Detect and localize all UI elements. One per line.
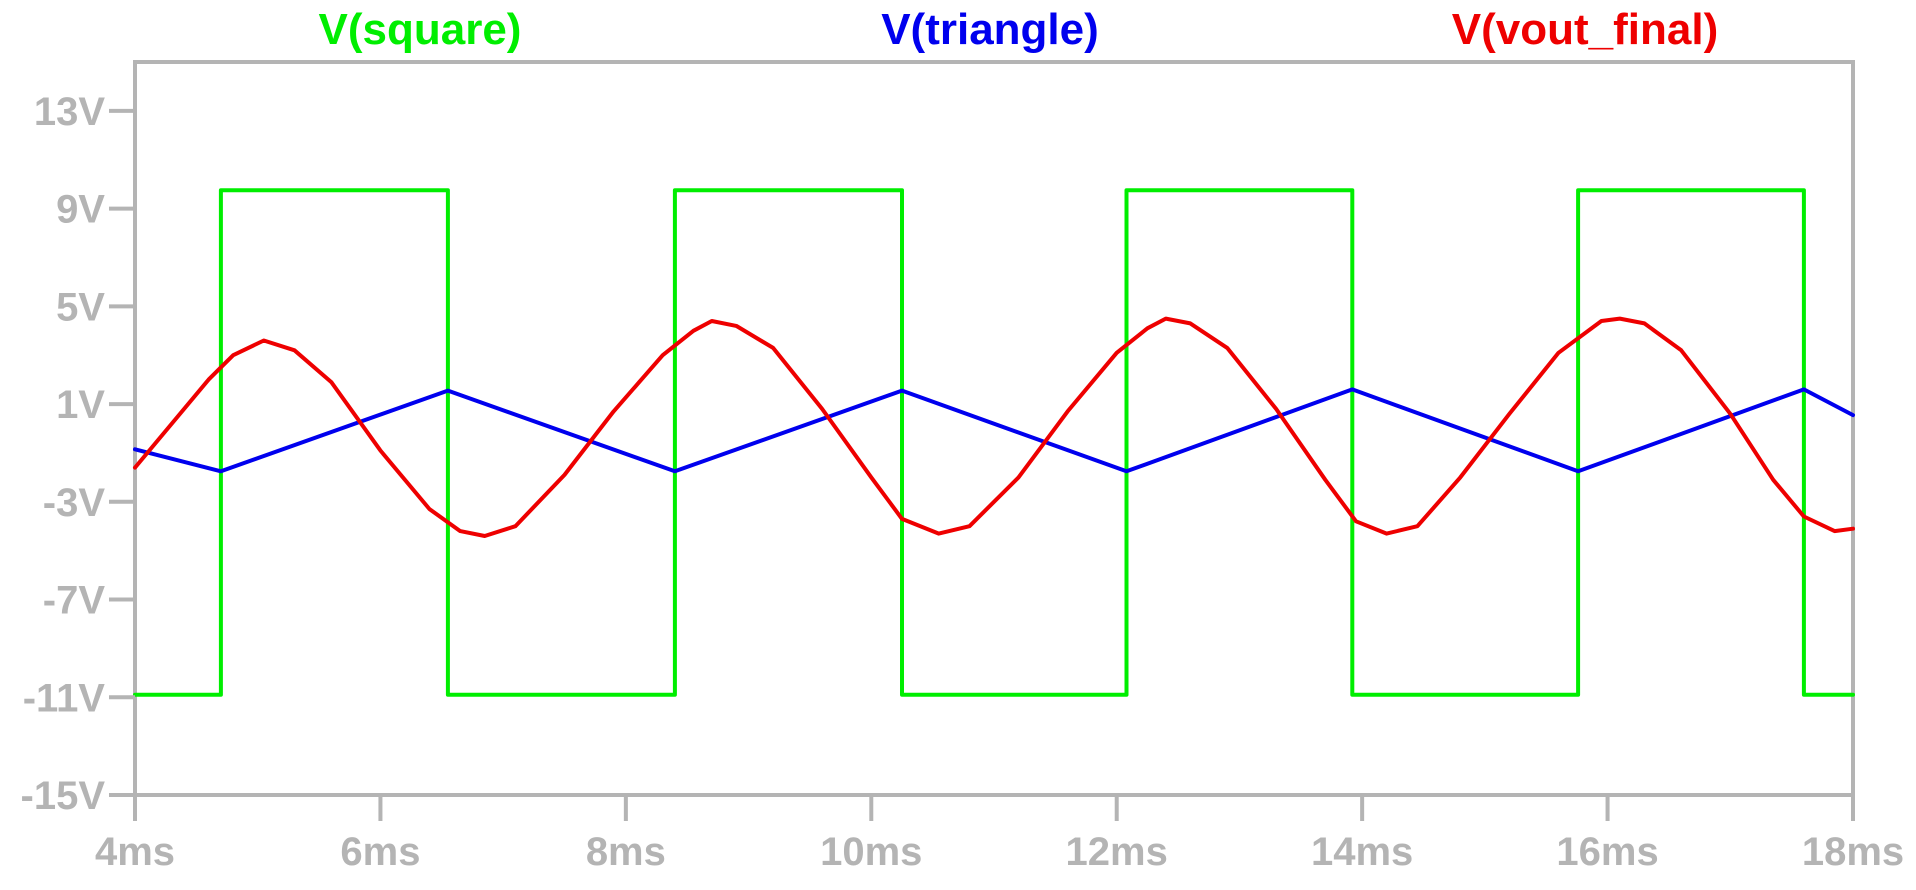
x-tick-label: 14ms [1311, 830, 1413, 874]
x-tick-label: 10ms [820, 830, 922, 874]
series-line-v-triangle [133, 387, 1855, 474]
plot-frame [133, 60, 1855, 797]
y-tick-label: -7V [43, 579, 106, 623]
y-tick-label: -15V [21, 774, 106, 818]
y-axis: 13V 9V 5V 1V -3V -7V -11V -15V [21, 90, 135, 818]
x-tick-label: 6ms [340, 830, 420, 874]
y-tick-label: 13V [34, 90, 105, 134]
legend-entry: V(vout_final) [1452, 5, 1718, 54]
series-line-v-vout-final [133, 316, 1855, 538]
series-line-v-square [133, 188, 1855, 697]
x-tick-label: 4ms [95, 830, 175, 874]
x-axis: 4ms 6ms 8ms 10ms 12ms 14ms 16ms 18ms [95, 795, 1904, 874]
y-tick-label: 5V [56, 285, 105, 329]
y-tick-label: 1V [56, 383, 105, 427]
y-tick-label: 9V [56, 188, 105, 232]
y-tick-label: -11V [23, 676, 106, 720]
x-tick-label: 8ms [586, 830, 666, 874]
x-tick-label: 12ms [1066, 830, 1168, 874]
x-tick-label: 18ms [1802, 830, 1904, 874]
y-tick-label: -3V [43, 481, 106, 525]
legend-entry: V(triangle) [881, 5, 1099, 54]
legend: V(square) V(triangle) V(vout_final) [319, 5, 1719, 54]
x-tick-label: 16ms [1556, 830, 1658, 874]
legend-entry: V(square) [319, 5, 522, 54]
traces [133, 188, 1855, 697]
